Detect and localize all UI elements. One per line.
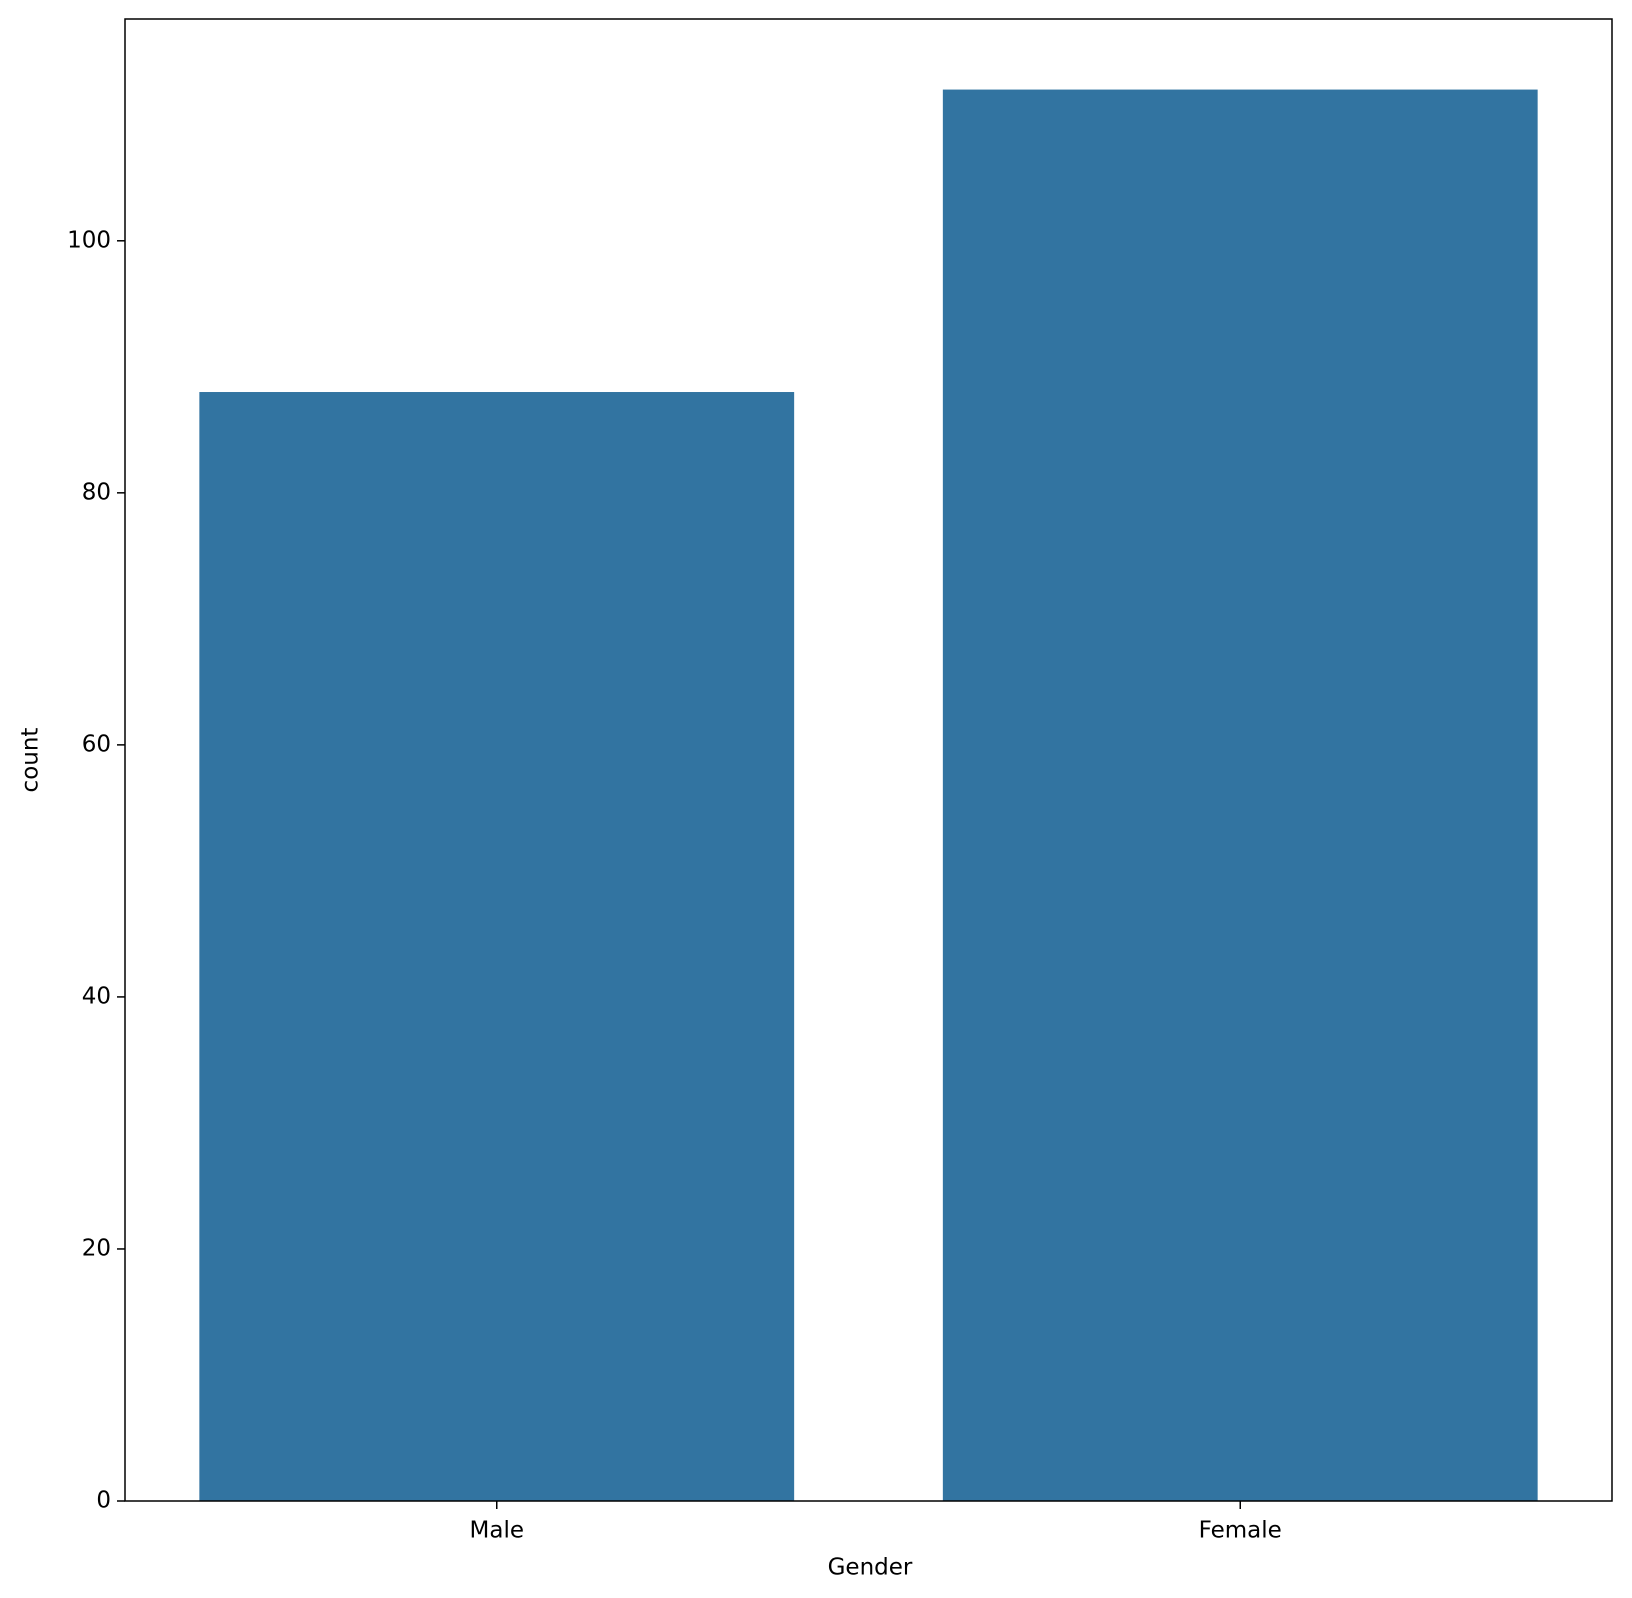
- bar: [942, 89, 1538, 1502]
- y-tick-label: 60: [82, 731, 111, 757]
- y-tick-label: 20: [82, 1235, 111, 1261]
- x-axis-label: Gender: [828, 1555, 913, 1581]
- bar: [199, 392, 795, 1502]
- y-tick-label: 80: [82, 479, 111, 505]
- y-tick-label: 0: [96, 1488, 111, 1514]
- plot-frame: [124, 18, 1613, 1502]
- y-axis-label: count: [18, 728, 44, 793]
- x-tick-label: Male: [470, 1518, 524, 1544]
- y-tick-label: 100: [67, 227, 111, 253]
- y-tick-label: 40: [82, 983, 111, 1009]
- x-tick-label: Female: [1199, 1518, 1282, 1544]
